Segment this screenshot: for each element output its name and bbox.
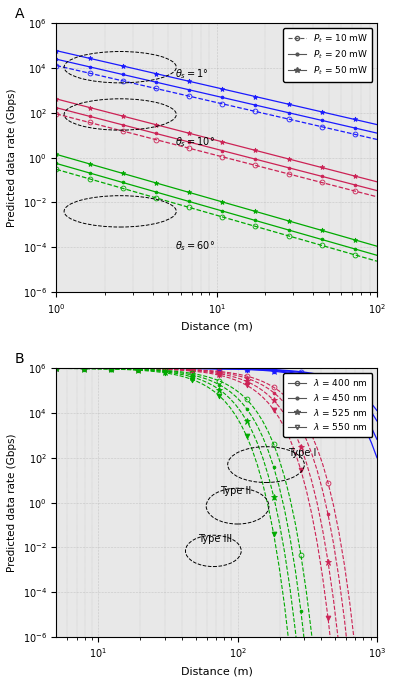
Text: Type III: Type III — [198, 533, 232, 544]
Legend: $P_t$ = 10 mW, $P_t$ = 20 mW, $P_t$ = 50 mW: $P_t$ = 10 mW, $P_t$ = 20 mW, $P_t$ = 50… — [283, 28, 373, 81]
Y-axis label: Predicted data rate (Gbps): Predicted data rate (Gbps) — [7, 88, 17, 227]
Text: $\theta_s = 1°$: $\theta_s = 1°$ — [175, 67, 209, 81]
Text: Type I: Type I — [288, 448, 316, 458]
Text: B: B — [15, 352, 24, 365]
Text: A: A — [15, 7, 24, 20]
Text: $\theta_s = 10°$: $\theta_s = 10°$ — [175, 135, 215, 150]
X-axis label: Distance (m): Distance (m) — [181, 666, 253, 676]
Legend: $\lambda$ = 400 nm, $\lambda$ = 450 nm, $\lambda$ = 525 nm, $\lambda$ = 550 nm: $\lambda$ = 400 nm, $\lambda$ = 450 nm, … — [283, 373, 373, 436]
X-axis label: Distance (m): Distance (m) — [181, 321, 253, 331]
Y-axis label: Predicted data rate (Gbps): Predicted data rate (Gbps) — [7, 434, 17, 572]
Text: $\theta_s = 60°$: $\theta_s = 60°$ — [175, 240, 215, 253]
Text: Type II: Type II — [220, 486, 252, 496]
